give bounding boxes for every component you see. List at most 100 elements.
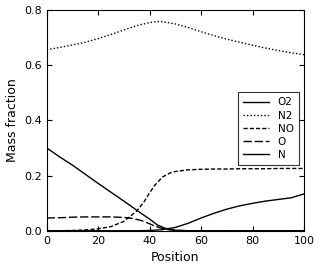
O2: [199, 229, 203, 232]
N2: [225, 38, 229, 41]
NO: [135, 210, 139, 213]
N: [225, 208, 229, 211]
NO: [186, 168, 190, 171]
N2: [251, 44, 254, 47]
Legend: O2, N2, NO, O, N: O2, N2, NO, O, N: [238, 92, 299, 165]
O: [168, 228, 172, 232]
N: [263, 200, 267, 203]
O: [163, 227, 167, 231]
N2: [173, 22, 177, 26]
NO: [58, 229, 61, 232]
O: [84, 215, 87, 218]
Line: N: N: [47, 194, 304, 231]
N2: [263, 46, 267, 50]
NO: [142, 200, 146, 203]
NO: [251, 167, 254, 170]
O: [251, 229, 254, 232]
O: [158, 226, 162, 229]
NO: [199, 168, 203, 171]
O2: [302, 229, 306, 232]
NO: [173, 170, 177, 173]
NO: [109, 225, 113, 228]
Y-axis label: Mass fraction: Mass fraction: [5, 78, 19, 162]
N: [122, 229, 126, 232]
O: [109, 215, 113, 218]
O: [58, 216, 61, 219]
Line: O2: O2: [47, 148, 304, 231]
O: [122, 216, 126, 219]
NO: [153, 184, 157, 187]
O: [45, 216, 49, 220]
O2: [251, 229, 254, 232]
NO: [276, 167, 280, 170]
N: [45, 229, 49, 232]
O2: [58, 155, 61, 158]
O: [148, 222, 152, 225]
N2: [70, 43, 74, 47]
N: [109, 229, 113, 232]
O2: [186, 229, 190, 232]
N: [302, 192, 306, 195]
N: [70, 229, 74, 232]
N2: [238, 40, 242, 44]
O: [186, 229, 190, 232]
O: [263, 229, 267, 232]
O2: [156, 223, 159, 227]
O2: [45, 146, 49, 150]
N2: [289, 51, 293, 54]
O: [153, 224, 157, 228]
O2: [238, 229, 242, 232]
NO: [148, 191, 152, 194]
N2: [161, 20, 164, 23]
N: [212, 212, 216, 215]
N: [135, 229, 139, 232]
N2: [212, 34, 216, 37]
N: [289, 196, 293, 200]
N: [238, 204, 242, 207]
NO: [263, 167, 267, 170]
NO: [238, 167, 242, 170]
Line: O: O: [47, 217, 304, 231]
N: [173, 226, 177, 229]
N: [58, 229, 61, 232]
NO: [225, 167, 229, 171]
O: [130, 217, 133, 220]
N: [161, 228, 164, 231]
O2: [109, 191, 113, 194]
NO: [168, 171, 172, 174]
O: [238, 229, 242, 232]
NO: [212, 167, 216, 171]
O: [199, 229, 203, 232]
N2: [96, 37, 100, 40]
O2: [70, 164, 74, 167]
N2: [276, 49, 280, 52]
N2: [109, 33, 113, 36]
O: [302, 229, 306, 232]
O2: [96, 182, 100, 185]
Line: N2: N2: [47, 21, 304, 55]
O2: [84, 173, 87, 176]
O: [96, 215, 100, 218]
NO: [161, 176, 164, 179]
O2: [225, 229, 229, 232]
O2: [173, 229, 177, 232]
N2: [156, 20, 159, 23]
N: [84, 229, 87, 232]
N2: [302, 53, 306, 56]
NO: [45, 229, 49, 232]
N2: [58, 46, 61, 49]
N: [276, 198, 280, 201]
N2: [122, 28, 126, 32]
N: [96, 229, 100, 232]
O: [289, 229, 293, 232]
N2: [135, 24, 139, 27]
O: [276, 229, 280, 232]
NO: [70, 229, 74, 232]
O: [70, 215, 74, 219]
O: [137, 218, 141, 222]
N2: [45, 48, 49, 51]
O: [173, 229, 177, 232]
N2: [84, 40, 87, 44]
O2: [122, 200, 126, 203]
O2: [276, 229, 280, 232]
